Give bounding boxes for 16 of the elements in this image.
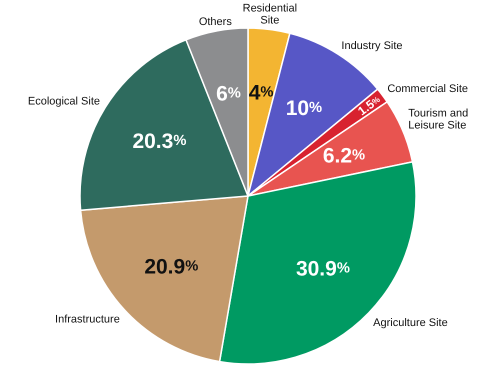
data-label: 6% [216,82,241,106]
slice-label: Infrastructure [55,314,120,326]
data-label: 20.3% [132,130,186,153]
slice-label: Ecological Site [28,95,100,108]
slice-label: Agriculture Site [373,316,448,329]
slice-label: Residential Site [242,2,298,26]
data-label: 10% [286,96,322,120]
data-label: 6.2% [322,144,366,167]
data-label: 4% [248,81,274,104]
slice-label: Others [198,16,232,28]
slice-label: Tourism and Leisure Site [408,107,468,132]
data-label: 30.9% [296,256,350,280]
slice-label: Industry Site [341,40,403,52]
slice-label: Commercial Site [387,82,468,95]
data-label: 1.5% [355,94,382,118]
data-label: 20.9% [144,254,198,278]
